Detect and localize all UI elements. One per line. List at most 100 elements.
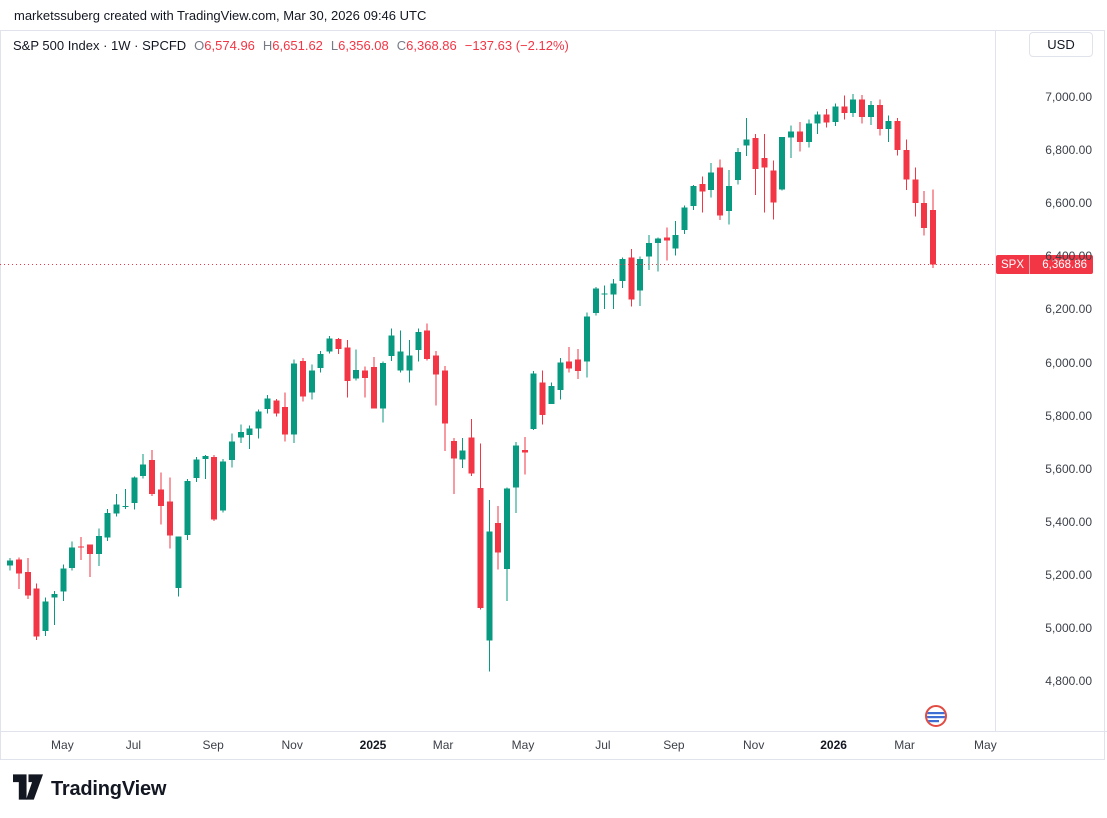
candle[interactable] xyxy=(752,133,759,195)
candle[interactable] xyxy=(175,536,182,597)
candle[interactable] xyxy=(912,167,919,217)
candlestick-plot[interactable] xyxy=(0,30,995,731)
candle[interactable] xyxy=(415,328,422,362)
candle[interactable] xyxy=(512,442,519,513)
candle[interactable] xyxy=(690,184,697,211)
candle[interactable] xyxy=(246,425,253,449)
candle[interactable] xyxy=(450,438,457,494)
candle[interactable] xyxy=(291,359,297,443)
candle[interactable] xyxy=(237,424,244,444)
candle[interactable] xyxy=(308,364,315,400)
candle[interactable] xyxy=(876,99,883,136)
candle[interactable] xyxy=(86,544,93,577)
candle[interactable] xyxy=(930,189,936,268)
candle[interactable] xyxy=(344,339,351,398)
candle[interactable] xyxy=(113,493,120,517)
currency-button[interactable]: USD xyxy=(1029,32,1093,57)
candle[interactable] xyxy=(761,134,768,213)
candle[interactable] xyxy=(903,139,910,190)
price-scale[interactable]: SPX 6,368.86 7,000.00 6,800.00 6,600.00 6,4… xyxy=(996,30,1107,731)
candle[interactable] xyxy=(282,392,289,442)
candle[interactable] xyxy=(708,163,715,198)
candle[interactable] xyxy=(557,358,564,400)
candle[interactable] xyxy=(646,234,652,270)
candle[interactable] xyxy=(699,176,706,213)
candle[interactable] xyxy=(228,433,235,468)
candle[interactable] xyxy=(717,159,723,221)
candle[interactable] xyxy=(166,477,173,549)
candle[interactable] xyxy=(140,453,147,479)
candle[interactable] xyxy=(184,479,191,540)
candle[interactable] xyxy=(725,170,732,225)
candle[interactable] xyxy=(796,122,803,152)
candle[interactable] xyxy=(814,111,821,135)
candle[interactable] xyxy=(317,350,324,373)
time-axis[interactable]: May Jul Sep Nov 2025 Mar May Jul Sep Nov 2026 Mar Ma… xyxy=(0,732,1107,760)
candle[interactable] xyxy=(264,394,271,414)
candle[interactable] xyxy=(504,487,510,602)
candle[interactable] xyxy=(468,419,475,477)
candle[interactable] xyxy=(539,370,546,425)
candle[interactable] xyxy=(433,351,439,406)
candle[interactable] xyxy=(15,557,22,590)
candle[interactable] xyxy=(335,338,342,354)
candle[interactable] xyxy=(362,366,368,398)
tradingview-logo-text[interactable]: TradingView xyxy=(51,778,167,800)
candle[interactable] xyxy=(104,509,111,542)
candle[interactable] xyxy=(122,489,129,510)
tradingview-logo-icon[interactable] xyxy=(13,774,43,805)
candle[interactable] xyxy=(486,500,493,672)
candle[interactable] xyxy=(326,335,333,354)
candle[interactable] xyxy=(406,340,413,383)
candle[interactable] xyxy=(42,597,49,636)
candle[interactable] xyxy=(548,382,555,405)
candle[interactable] xyxy=(51,591,58,625)
candle[interactable] xyxy=(734,148,741,185)
candle[interactable] xyxy=(78,537,84,560)
candle[interactable] xyxy=(24,558,31,600)
candle[interactable] xyxy=(255,409,262,439)
candle[interactable] xyxy=(779,136,786,191)
candle[interactable] xyxy=(788,125,794,159)
candle[interactable] xyxy=(157,472,164,525)
candle[interactable] xyxy=(131,476,138,510)
candle[interactable] xyxy=(663,227,670,261)
candle[interactable] xyxy=(69,541,76,571)
candle[interactable] xyxy=(859,94,865,124)
candle[interactable] xyxy=(601,285,608,310)
candle[interactable] xyxy=(823,108,830,128)
candle[interactable] xyxy=(850,93,857,117)
candle[interactable] xyxy=(566,346,573,373)
candle[interactable] xyxy=(628,248,635,307)
candle[interactable] xyxy=(654,237,661,272)
candle[interactable] xyxy=(921,191,928,236)
candle[interactable] xyxy=(841,95,848,120)
candle[interactable] xyxy=(379,361,386,423)
candle[interactable] xyxy=(60,564,67,602)
candle[interactable] xyxy=(619,257,626,288)
symbol-title[interactable]: S&P 500 Index · 1W · SPCFD xyxy=(13,38,187,53)
candle[interactable] xyxy=(202,454,209,480)
candle[interactable] xyxy=(832,103,839,127)
candle[interactable] xyxy=(743,118,750,157)
candle[interactable] xyxy=(424,323,431,361)
candle[interactable] xyxy=(211,455,218,522)
candle[interactable] xyxy=(193,457,200,482)
candle[interactable] xyxy=(681,205,688,235)
candle[interactable] xyxy=(610,278,617,310)
candle[interactable] xyxy=(33,583,40,641)
candle[interactable] xyxy=(885,115,892,143)
candle[interactable] xyxy=(220,459,226,513)
candle[interactable] xyxy=(583,312,590,378)
candle[interactable] xyxy=(530,370,537,430)
candle[interactable] xyxy=(397,330,404,373)
candle[interactable] xyxy=(149,450,155,496)
candle[interactable] xyxy=(521,436,528,475)
candle[interactable] xyxy=(575,349,581,379)
candle[interactable] xyxy=(672,221,679,256)
candle[interactable] xyxy=(894,118,901,156)
candle[interactable] xyxy=(95,528,102,566)
candle[interactable] xyxy=(353,349,360,381)
candle[interactable] xyxy=(592,287,599,316)
candle[interactable] xyxy=(805,119,812,148)
